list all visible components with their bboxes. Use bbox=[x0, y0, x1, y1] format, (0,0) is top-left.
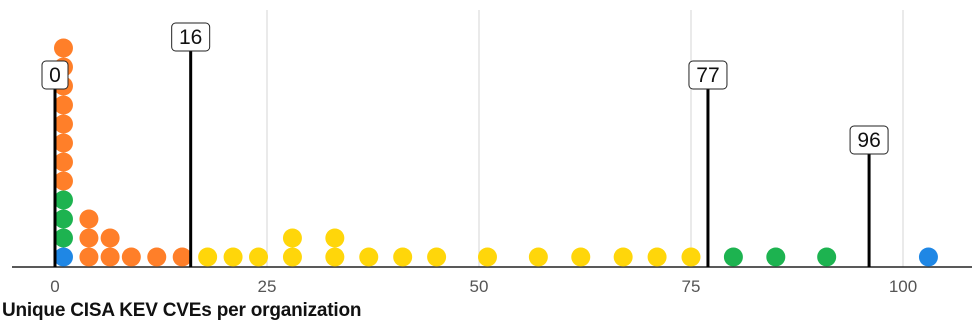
data-point bbox=[282, 228, 302, 248]
marker-label-box bbox=[688, 60, 728, 90]
data-points bbox=[53, 38, 938, 267]
data-point bbox=[53, 190, 73, 210]
data-point bbox=[53, 152, 73, 172]
marker-label: 0 bbox=[49, 64, 61, 87]
data-point bbox=[325, 228, 345, 248]
data-point bbox=[249, 247, 269, 267]
data-point bbox=[53, 171, 73, 191]
marker-label-box bbox=[41, 60, 69, 90]
data-point bbox=[53, 95, 73, 115]
x-tick-label: 75 bbox=[682, 277, 701, 296]
data-point bbox=[681, 247, 701, 267]
data-point bbox=[393, 247, 413, 267]
x-axis-title: Unique CISA KEV CVEs per organization bbox=[2, 300, 362, 321]
data-point bbox=[79, 209, 99, 229]
data-point bbox=[223, 247, 243, 267]
data-point bbox=[282, 247, 302, 267]
chart-canvas: 0 25 50 75 100 0 16 77 96 bbox=[12, 10, 972, 296]
data-point bbox=[121, 247, 141, 267]
data-point bbox=[723, 247, 743, 267]
data-point bbox=[613, 247, 633, 267]
data-point bbox=[53, 247, 73, 267]
data-point bbox=[918, 247, 938, 267]
marker-label-box bbox=[849, 125, 889, 155]
x-tick-label: 100 bbox=[889, 277, 917, 296]
data-point bbox=[172, 247, 192, 267]
x-tick-label: 50 bbox=[470, 277, 489, 296]
marker-label: 96 bbox=[857, 129, 880, 152]
grid-lines bbox=[266, 10, 904, 267]
data-point bbox=[100, 228, 120, 248]
data-point bbox=[79, 228, 99, 248]
reference-markers: 0 16 77 96 bbox=[41, 22, 889, 267]
data-point bbox=[53, 38, 73, 58]
x-axis: 0 25 50 75 100 bbox=[12, 266, 972, 296]
data-point bbox=[53, 209, 73, 229]
data-point bbox=[477, 247, 497, 267]
data-point bbox=[427, 247, 447, 267]
data-point bbox=[198, 247, 218, 267]
marker-label: 77 bbox=[696, 64, 719, 87]
data-point bbox=[79, 247, 99, 267]
data-point bbox=[53, 114, 73, 134]
data-point bbox=[647, 247, 667, 267]
marker-label: 16 bbox=[179, 26, 202, 49]
data-point bbox=[325, 247, 345, 267]
data-point bbox=[817, 247, 837, 267]
marker-label-box bbox=[171, 22, 211, 52]
data-point bbox=[359, 247, 379, 267]
data-point bbox=[53, 228, 73, 248]
data-point bbox=[766, 247, 786, 267]
data-point bbox=[528, 247, 548, 267]
data-point bbox=[571, 247, 591, 267]
x-tick-label: 0 bbox=[50, 277, 59, 296]
x-tick-label: 25 bbox=[258, 277, 277, 296]
data-point bbox=[100, 247, 120, 267]
data-point bbox=[147, 247, 167, 267]
data-point bbox=[53, 133, 73, 153]
